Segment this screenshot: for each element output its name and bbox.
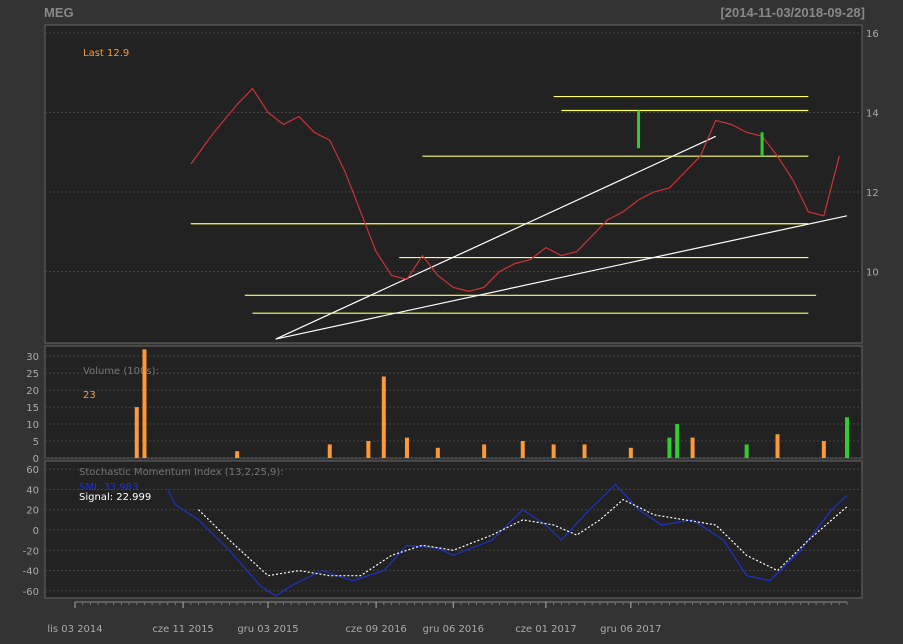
volume-bar	[366, 441, 371, 458]
volume-bar	[134, 407, 139, 458]
volume-bar	[667, 437, 672, 458]
smi-tick-label: 0	[33, 526, 39, 537]
price-trend-line	[275, 135, 717, 340]
price-close-line	[190, 87, 840, 292]
volume-tick-label: 15	[26, 403, 39, 414]
smi-label: Stochastic Momentum Index (13,2,25,9):	[79, 467, 284, 478]
signal-value-label: Signal: 22.999	[79, 492, 151, 503]
volume-bar	[235, 451, 240, 458]
smi-value-label: SMI: 33.983	[79, 482, 138, 493]
x-axis-tick-label: gru 06 2016	[423, 624, 484, 635]
volume-bar	[551, 444, 556, 458]
price-spike	[760, 132, 764, 157]
x-axis-tick-label: gru 06 2017	[600, 624, 661, 635]
x-axis-tick-label: gru 03 2015	[237, 624, 298, 635]
volume-bar	[775, 434, 780, 458]
volume-bar	[628, 447, 633, 458]
chart-symbol: MEG	[44, 5, 74, 20]
volume-bar	[381, 376, 386, 458]
smi-tick-label: 60	[26, 465, 39, 476]
volume-bar	[845, 417, 849, 458]
volume-bar	[142, 349, 147, 458]
volume-panel	[44, 345, 863, 459]
volume-tick-label: 10	[26, 420, 39, 431]
smi-series-signal	[198, 498, 848, 577]
chart-date-range: [2014-11-03/2018-09-28]	[720, 5, 865, 20]
smi-tick-label: 40	[26, 485, 39, 496]
volume-last-value: 23	[83, 390, 96, 401]
volume-bar	[520, 441, 525, 458]
volume-tick-label: 0	[33, 454, 39, 465]
volume-bar	[482, 444, 487, 458]
smi-series-smi	[167, 483, 848, 597]
volume-bar	[821, 441, 826, 458]
price-trend-line	[275, 215, 848, 340]
volume-bar	[404, 437, 409, 458]
smi-tick-label: -40	[23, 567, 39, 578]
volume-label: Volume (100s):	[83, 366, 159, 377]
smi-tick-label: 20	[26, 506, 39, 517]
price-spike	[637, 110, 641, 149]
volume-bar	[744, 444, 749, 458]
x-axis-tick-label: cze 01 2017	[515, 624, 576, 635]
volume-bar	[690, 437, 695, 458]
price-panel	[44, 24, 863, 344]
price-tick-label: 10	[866, 267, 879, 278]
volume-bar	[327, 444, 332, 458]
smi-tick-label: -60	[23, 587, 39, 598]
volume-bar	[675, 424, 680, 458]
x-axis-tick-label: lis 03 2014	[47, 624, 102, 635]
price-tick-label: 16	[866, 29, 879, 40]
x-axis-tick-label: cze 11 2015	[152, 624, 213, 635]
price-tick-label: 12	[866, 188, 879, 199]
price-tick-label: 14	[866, 108, 879, 119]
last-price-label: Last 12.9	[83, 48, 129, 59]
volume-tick-label: 25	[26, 369, 39, 380]
x-axis-tick-label: cze 09 2016	[345, 624, 406, 635]
volume-bar	[435, 447, 440, 458]
volume-tick-label: 5	[33, 437, 39, 448]
volume-tick-label: 20	[26, 386, 39, 397]
smi-panel	[44, 460, 863, 599]
volume-bar	[582, 444, 587, 458]
volume-tick-label: 30	[26, 352, 39, 363]
smi-tick-label: -20	[23, 546, 39, 557]
